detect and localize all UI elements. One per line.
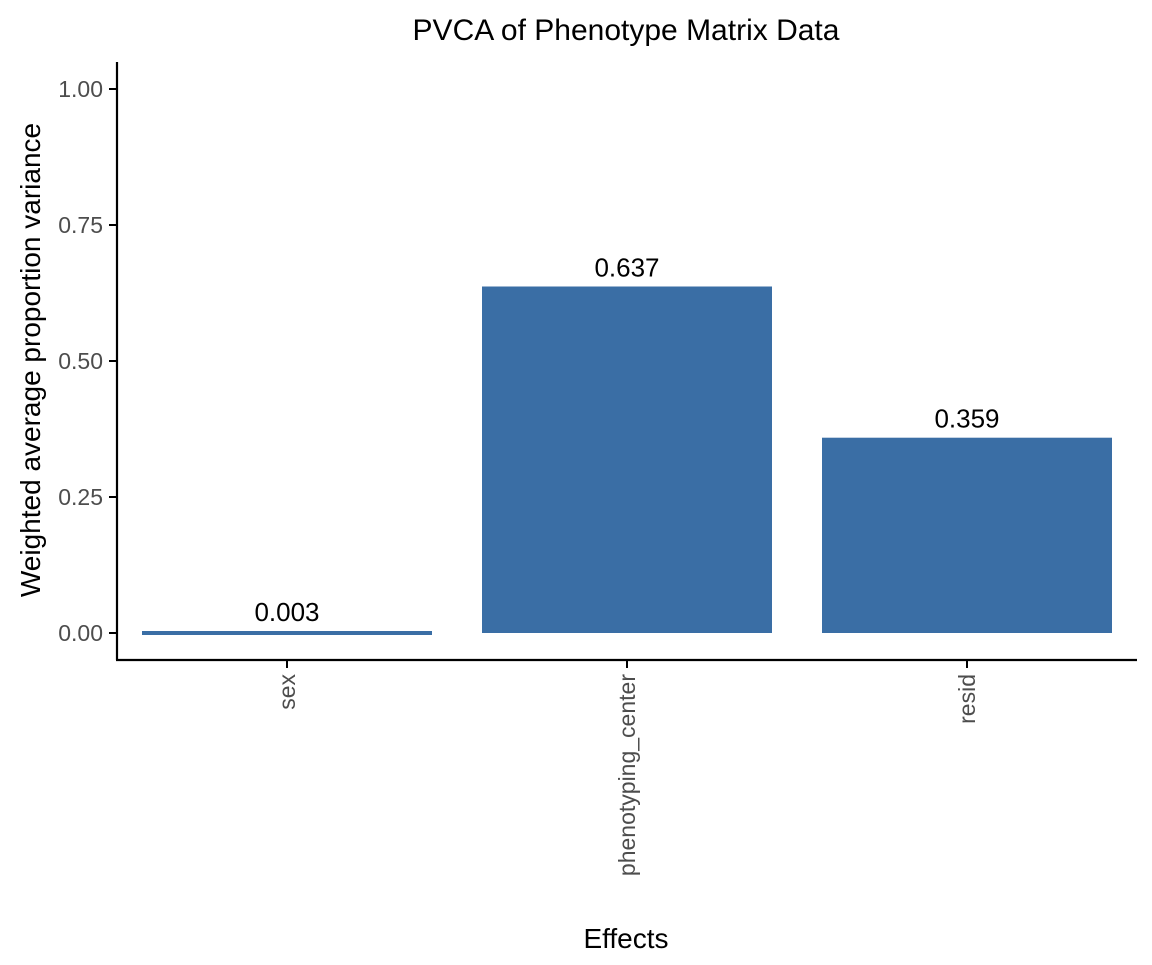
y-tick-label: 0.25 (58, 484, 103, 510)
x-tick-label: sex (274, 674, 300, 710)
y-tick-label: 0.00 (58, 620, 103, 646)
bar-resid (822, 437, 1112, 633)
x-tick-label: resid (954, 674, 980, 724)
y-tick-label: 0.75 (58, 212, 103, 238)
x-tick-label: phenotyping_center (614, 674, 640, 876)
y-axis-label: Weighted average proportion variance (15, 123, 46, 597)
data-label: 0.003 (254, 597, 319, 627)
y-tick-label: 1.00 (58, 76, 103, 102)
plot-area: 0.003 0.637 0.359 0.00 0.25 0.50 0.75 1.00 sex ph… (58, 62, 1137, 876)
chart-title: PVCA of Phenotype Matrix Data (413, 14, 840, 47)
data-label: 0.359 (934, 404, 999, 434)
bar-sex (142, 631, 432, 635)
y-tick-label: 0.50 (58, 348, 103, 374)
bar-phenotyping-center (482, 286, 772, 633)
data-label: 0.637 (594, 253, 659, 283)
x-axis-label: Effects (583, 923, 668, 954)
